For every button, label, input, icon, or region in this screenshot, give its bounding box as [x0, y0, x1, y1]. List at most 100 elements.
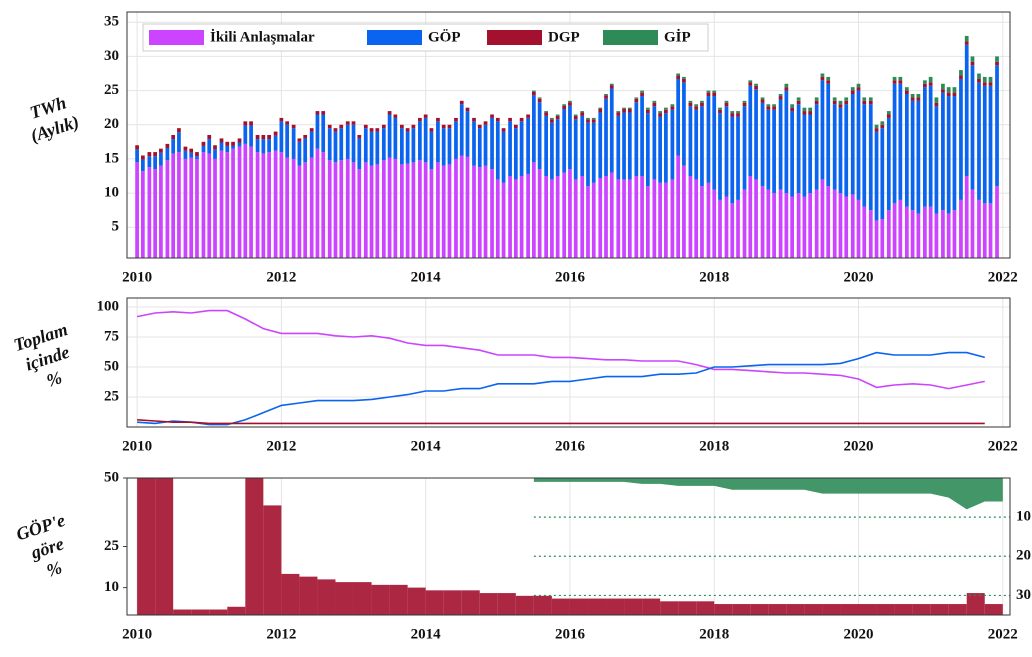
bar-segment [501, 182, 506, 258]
bar-segment [982, 82, 987, 86]
bar-segment [490, 114, 494, 118]
bar-segment [369, 128, 374, 132]
bar-segment [808, 114, 813, 194]
bar-segment [580, 176, 585, 258]
bar-segment [826, 76, 831, 81]
y-axis-label: TWh(Aylık) [21, 91, 82, 147]
bar-segment [748, 82, 753, 86]
bar-segment [934, 97, 939, 103]
x-tick-label: 2010 [122, 269, 152, 285]
bar-segment [772, 104, 776, 107]
bar-segment [159, 148, 163, 153]
bar-segment [544, 111, 549, 113]
y2-tick-label: 10 [1016, 509, 1031, 525]
bar-segment [622, 107, 626, 110]
bar [840, 604, 859, 615]
bar-segment [952, 96, 957, 211]
bar-segment [573, 119, 578, 180]
bar-segment [892, 83, 897, 204]
bar-segment [634, 102, 639, 176]
bar-segment [490, 169, 494, 258]
bar-segment [609, 172, 614, 258]
bar-segment [273, 150, 278, 258]
bar-segment [598, 112, 603, 179]
bar-segment [423, 117, 428, 163]
bar-segment [844, 104, 849, 197]
bar-segment [946, 92, 951, 97]
bar-segment [941, 210, 945, 258]
y2-tick-label: 20 [1016, 548, 1031, 564]
bar-segment [862, 97, 867, 101]
bar-segment [495, 179, 500, 258]
bar-segment [627, 112, 632, 180]
bar-segment [892, 76, 897, 81]
bar-segment [862, 100, 867, 105]
y-tick-label: 100 [97, 298, 120, 314]
bar-segment [970, 61, 975, 66]
bar-segment [291, 158, 296, 258]
bar-segment [573, 114, 578, 116]
bar [696, 601, 715, 615]
bar-segment [303, 162, 308, 258]
line-series [137, 419, 985, 425]
y-tick-label: 50 [104, 358, 119, 374]
bar-segment [472, 165, 476, 258]
bar-segment [141, 155, 145, 160]
bar-segment [682, 165, 686, 258]
bar-segment [418, 121, 422, 161]
x-tick-label: 2012 [266, 269, 296, 285]
x-tick-label: 2014 [411, 626, 442, 642]
bar-segment [892, 203, 897, 258]
bar-segment [483, 165, 488, 258]
bar-segment [345, 158, 350, 258]
bar-segment [995, 56, 999, 62]
bar-segment [772, 106, 776, 110]
bar-segment [645, 113, 650, 187]
bar-segment [501, 131, 506, 183]
bar-segment [832, 100, 837, 105]
bar-segment [868, 100, 873, 105]
bar-segment [135, 149, 139, 163]
bar-segment [580, 115, 585, 176]
bar-segment [321, 111, 326, 115]
bar-segment [802, 196, 807, 258]
bar-segment [273, 135, 278, 151]
bar-segment [778, 96, 783, 100]
bar-segment [916, 94, 921, 98]
bar [858, 604, 877, 615]
bar-segment [754, 179, 758, 258]
bar-segment [604, 176, 608, 258]
bar-segment [766, 109, 771, 190]
bar-segment [477, 167, 482, 258]
bar-segment [315, 111, 320, 115]
bar-segment [736, 111, 740, 114]
legend-swatch [149, 30, 204, 45]
bar-segment [207, 139, 212, 154]
bar-segment [472, 121, 476, 166]
bar-segment [303, 135, 308, 139]
bar-segment [856, 90, 861, 200]
bar-segment [291, 128, 296, 159]
bar-segment [189, 148, 194, 153]
bar-segment [562, 105, 567, 110]
bar [317, 579, 336, 615]
bar-segment [862, 104, 867, 207]
bar-segment [802, 107, 807, 112]
bar-segment [279, 121, 284, 153]
bar-segment [591, 122, 596, 183]
bar-segment [339, 160, 344, 258]
bar-segment [586, 122, 590, 187]
bar-segment [447, 124, 452, 129]
legend: İkili Anlaşmalar GÖP DGP GİP [142, 23, 709, 52]
bar-segment [213, 149, 217, 159]
bar-segment [814, 189, 819, 258]
bar-segment [454, 117, 458, 122]
bar-segment [519, 117, 524, 122]
bar-segment [387, 157, 392, 258]
bar-segment [700, 100, 704, 103]
bar-segment [568, 100, 572, 103]
bar-segment [472, 117, 476, 122]
bar-segment [676, 78, 681, 156]
bar-segment [778, 189, 783, 258]
bar [660, 601, 679, 615]
